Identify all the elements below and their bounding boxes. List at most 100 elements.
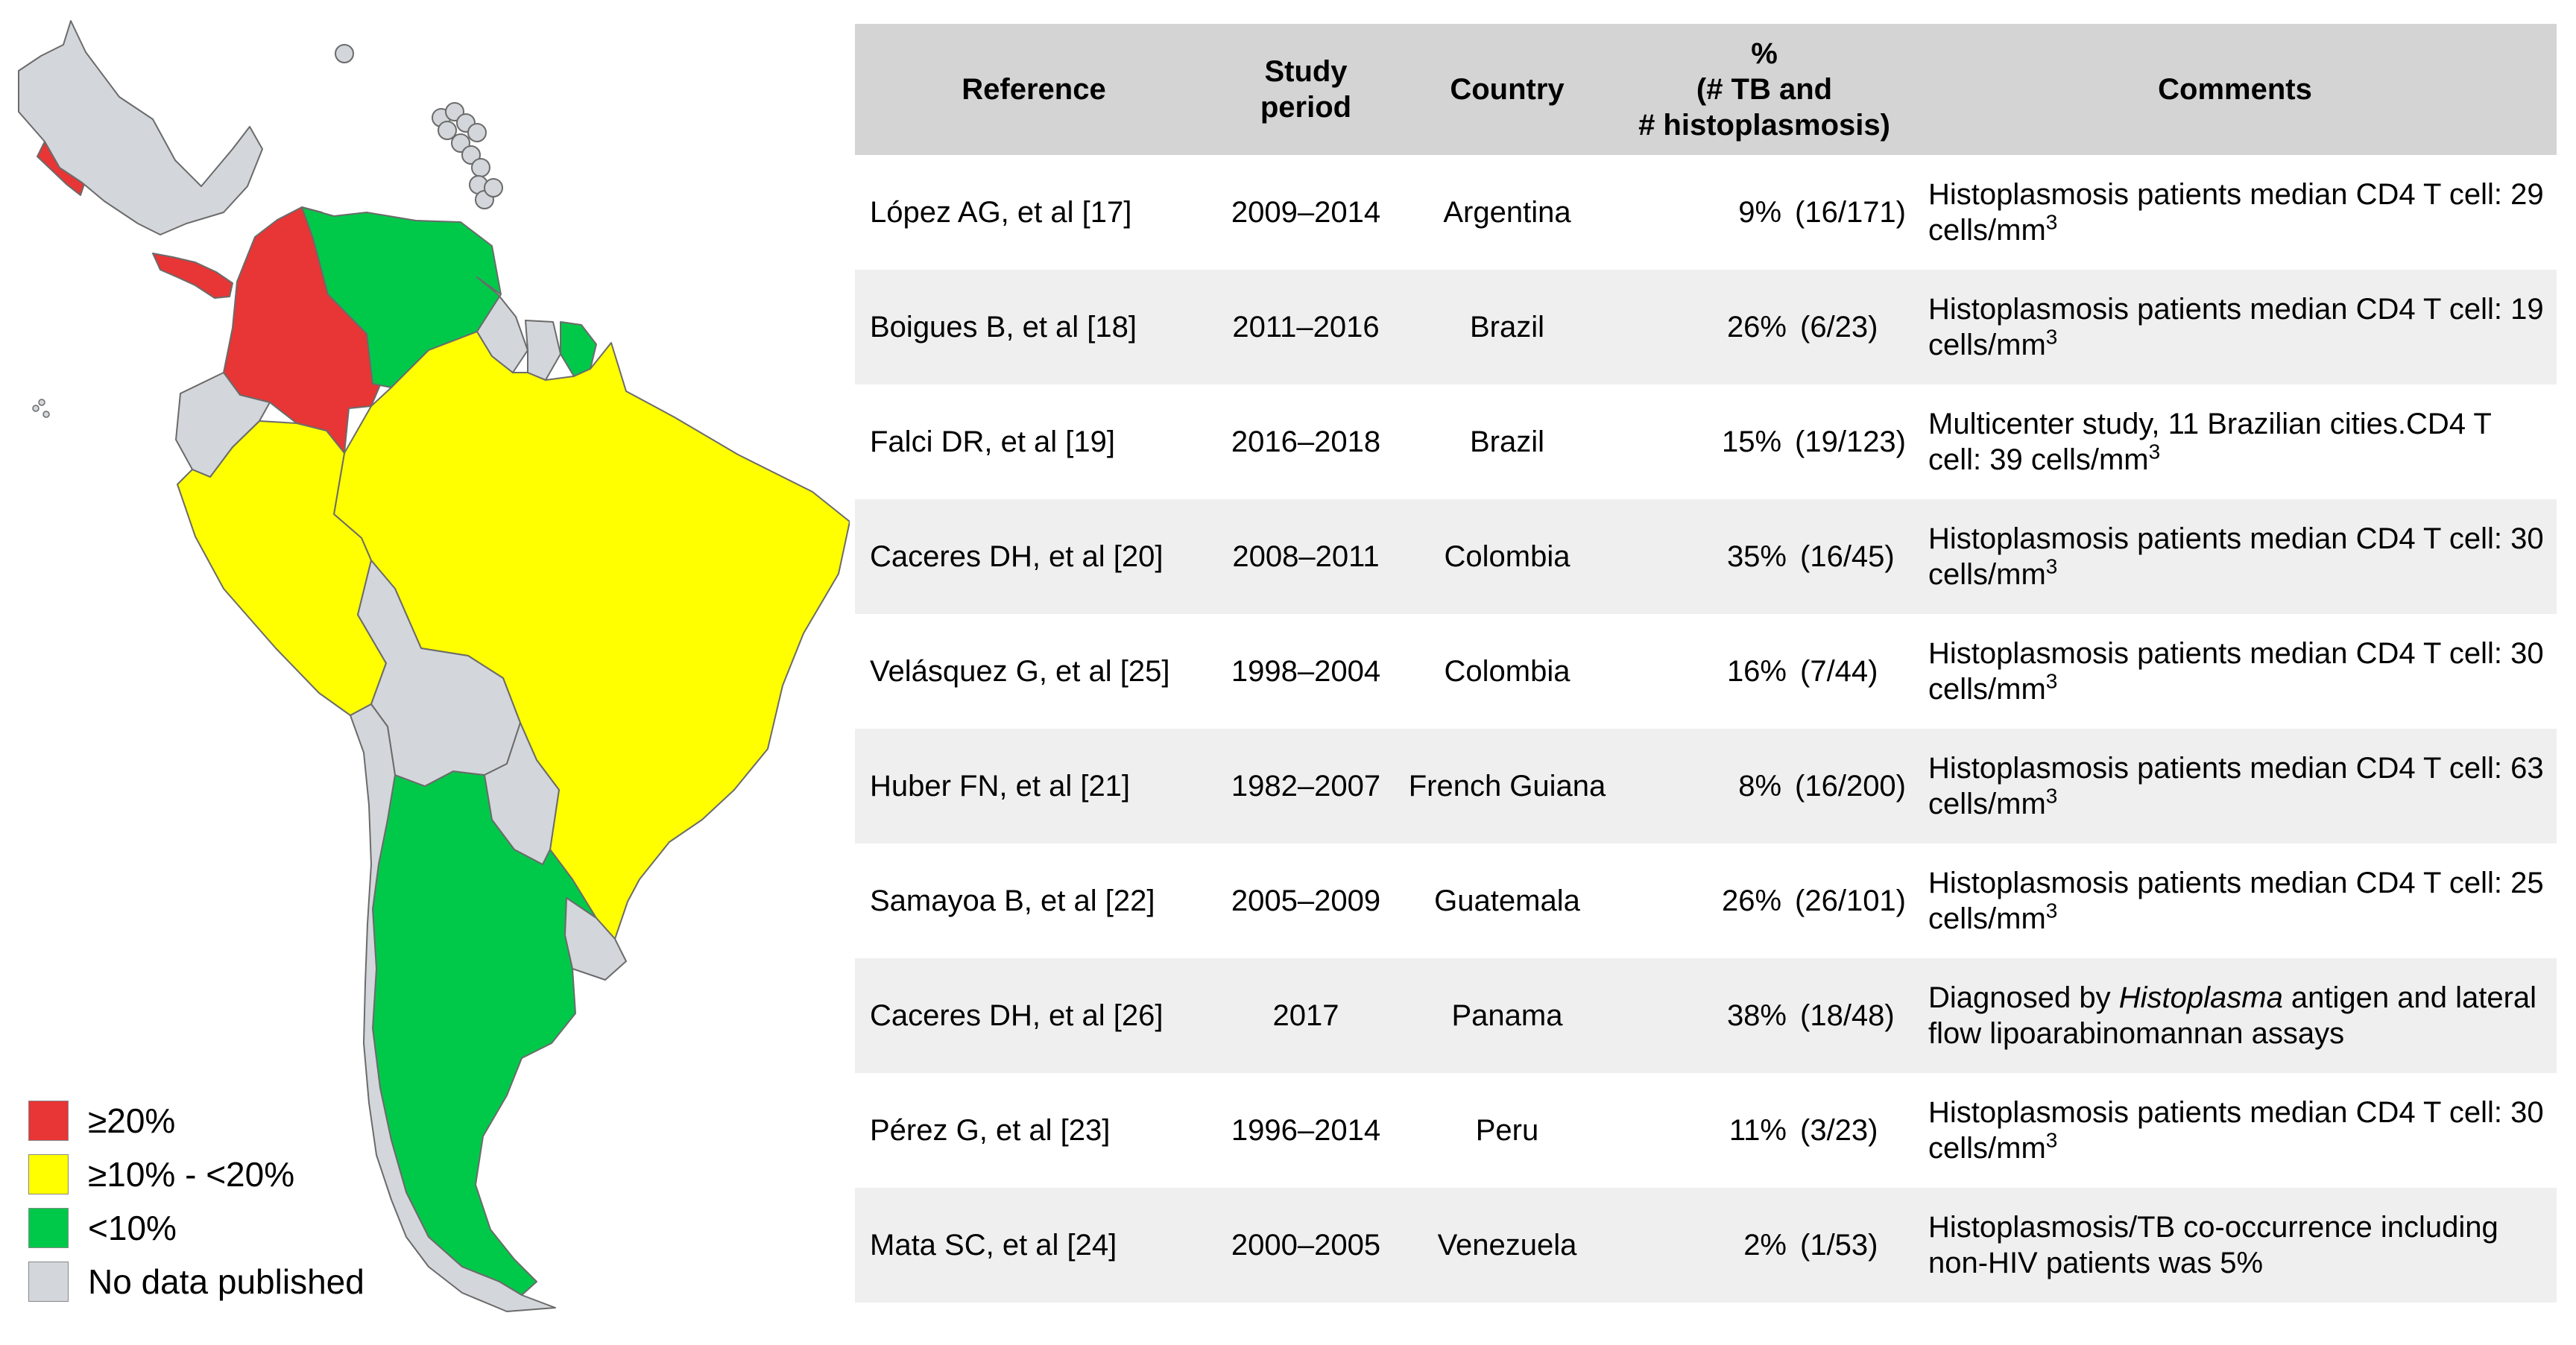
cell-reference: Boigues B, et al [18] [855,270,1213,384]
cell-comment-superscript: 3 [2045,554,2058,578]
cell-study-period: 2000–2005 [1213,1188,1399,1303]
cell-comment-text: Histoplasmosis patients median CD4 T cel… [1928,178,2544,247]
cell-comment-superscript: 3 [2045,210,2058,234]
cell-percentage-value: 11% [1729,1114,1787,1147]
cell-country: Colombia [1444,655,1570,688]
cell-study-period: 1982–2007 [1213,729,1399,844]
cell-percentage-value: 16% [1726,655,1787,688]
cell-percentage-value: 26% [1721,884,1782,917]
cell-study-period: 2016–2018 [1231,425,1381,458]
cell-percentage-count: (7/44) [1800,655,1878,688]
caribbean-island [461,145,481,165]
caribbean-island [438,121,457,140]
cell-reference: Falci DR, et al [19] [870,425,1116,458]
cell-study-period: 1996–2014 [1231,1114,1381,1147]
cell-comment-text: Histoplasmosis patients median CD4 T cel… [1928,867,2544,935]
cell-percentage-value: 26% [1726,311,1787,344]
cell-percentage-value: 15% [1721,425,1782,458]
galapagos-island [38,399,45,406]
cell-percentage-value: 9% [1738,196,1782,229]
table-row: Huber FN, et al [21] 1982–2007 French Gu… [855,729,2557,844]
header-comments: Comments [1913,24,2557,155]
header-percentage: % (# TB and # histoplasmosis) [1615,24,1913,155]
legend-swatch-medium [28,1154,69,1194]
cell-comment-superscript: 3 [2045,669,2058,693]
table-row: Boigues B, et al [18] 2011–2016 Brazil 2… [855,270,2557,384]
cell-comment: Diagnosed by Histoplasma antigen and lat… [1913,958,2557,1073]
cell-comment-text: Histoplasmosis patients median CD4 T cel… [1928,522,2544,591]
south-america-map [18,20,850,1312]
cell-comment: Histoplasmosis patients median CD4 T cel… [1913,614,2557,729]
legend-label-low: <10% [88,1209,177,1247]
cell-percentage-count: (1/53) [1800,1229,1878,1262]
studies-table: Reference Study period Country % (# TB a… [855,24,2557,1303]
cell-country: Brazil [1469,425,1545,458]
cell-percentage: 16% (7/44) [1615,614,1913,729]
cell-percentage-value: 38% [1726,999,1787,1032]
legend-label-high: ≥20% [88,1101,176,1140]
cell-comment: Histoplasmosis/TB co-occurrence includin… [1913,1188,2557,1303]
cell-percentage: 2% (1/53) [1615,1188,1913,1303]
cell-comment-italic: Histoplasma [2118,981,2283,1014]
legend-label-no-data: No data published [88,1262,364,1301]
region-panama [152,253,233,299]
cell-reference: Pérez G, et al [23] [870,1114,1111,1147]
header-study-period: Study period [1213,24,1399,155]
table-row: López AG, et al [17] 2009–2014 Argentina… [855,155,2557,270]
legend-item-medium: ≥10% - <20% [28,1148,364,1201]
cell-percentage-value: 8% [1738,770,1782,803]
cell-percentage-count: (18/48) [1800,999,1895,1032]
cell-country: Venezuela [1399,1188,1615,1303]
cell-comment: Histoplasmosis patients median CD4 T cel… [1913,499,2557,614]
cell-percentage-count: (6/23) [1800,311,1878,344]
cell-reference: Mata SC, et al [24] [855,1188,1213,1303]
cell-percentage-count: (26/101) [1795,884,1906,917]
table-row: Caceres DH, et al [20] 2008–2011 Colombi… [855,499,2557,614]
cell-country: Colombia [1399,499,1615,614]
map-panel: ≥20% ≥10% - <20% <10% No data published [0,0,850,1345]
table-row: Mata SC, et al [24] 2000–2005 Venezuela … [855,1188,2557,1303]
cell-comment: Histoplasmosis patients median CD4 T cel… [1913,729,2557,844]
galapagos-island [32,405,40,412]
legend-swatch-high [28,1101,69,1141]
cell-percentage: 35% (16/45) [1615,499,1913,614]
cell-comment: Multicenter study, 11 Brazilian cities.C… [1913,384,2557,499]
cell-country: French Guiana [1399,729,1615,844]
cell-percentage: 8% (16/200) [1615,729,1913,844]
legend-item-high: ≥20% [28,1094,364,1148]
table-row: Samayoa B, et al [22] 2005–2009 Guatemal… [855,844,2557,958]
header-country: Country [1399,24,1615,155]
cell-percentage-value: 2% [1743,1229,1787,1262]
region-paraguay [484,722,560,865]
cell-study-period: 2009–2014 [1231,196,1381,229]
cell-reference: Caceres DH, et al [26] [855,958,1213,1073]
cell-country: Panama [1399,958,1615,1073]
cell-reference: Samayoa B, et al [22] [870,884,1155,917]
cell-study-period: 2005–2009 [1231,884,1381,917]
cell-comment: Histoplasmosis patients median CD4 T cel… [1913,155,2557,270]
region-suriname [525,320,561,381]
cell-percentage: 26% (26/101) [1615,844,1913,958]
cell-comment: Histoplasmosis patients median CD4 T cel… [1913,1073,2557,1188]
cell-comment-superscript: 3 [2045,899,2058,922]
cell-country: Peru [1475,1114,1539,1147]
region-uruguay [564,897,627,981]
cell-comment-text: Histoplasmosis patients median CD4 T cel… [1928,293,2544,361]
cell-percentage-count: (16/45) [1800,540,1895,573]
caribbean-island [467,123,487,142]
header-percentage-line2: (# TB and [1696,73,1833,106]
legend-swatch-low [28,1208,69,1248]
cell-country: Guatemala [1434,884,1580,917]
legend-swatch-no-data [28,1262,69,1302]
cell-comment-superscript: 3 [2045,784,2058,808]
cell-comment-text: Histoplasmosis patients median CD4 T cel… [1928,752,2544,820]
studies-table-panel: Reference Study period Country % (# TB a… [855,24,2557,1303]
region-mexico [18,20,263,235]
cell-comment-text: Histoplasmosis patients median CD4 T cel… [1928,1096,2544,1165]
table-row: Pérez G, et al [23] 1996–2014 Peru 11% (3… [855,1073,2557,1188]
table-row: Velásquez G, et al [25] 1998–2004 Colomb… [855,614,2557,729]
cell-comment-superscript: 3 [2045,1128,2058,1152]
cell-comment-pre: Diagnosed by [1928,981,2119,1014]
cell-comment-superscript: 3 [2045,325,2058,349]
table-row: Caceres DH, et al [26] 2017 Panama 38% (1… [855,958,2557,1073]
